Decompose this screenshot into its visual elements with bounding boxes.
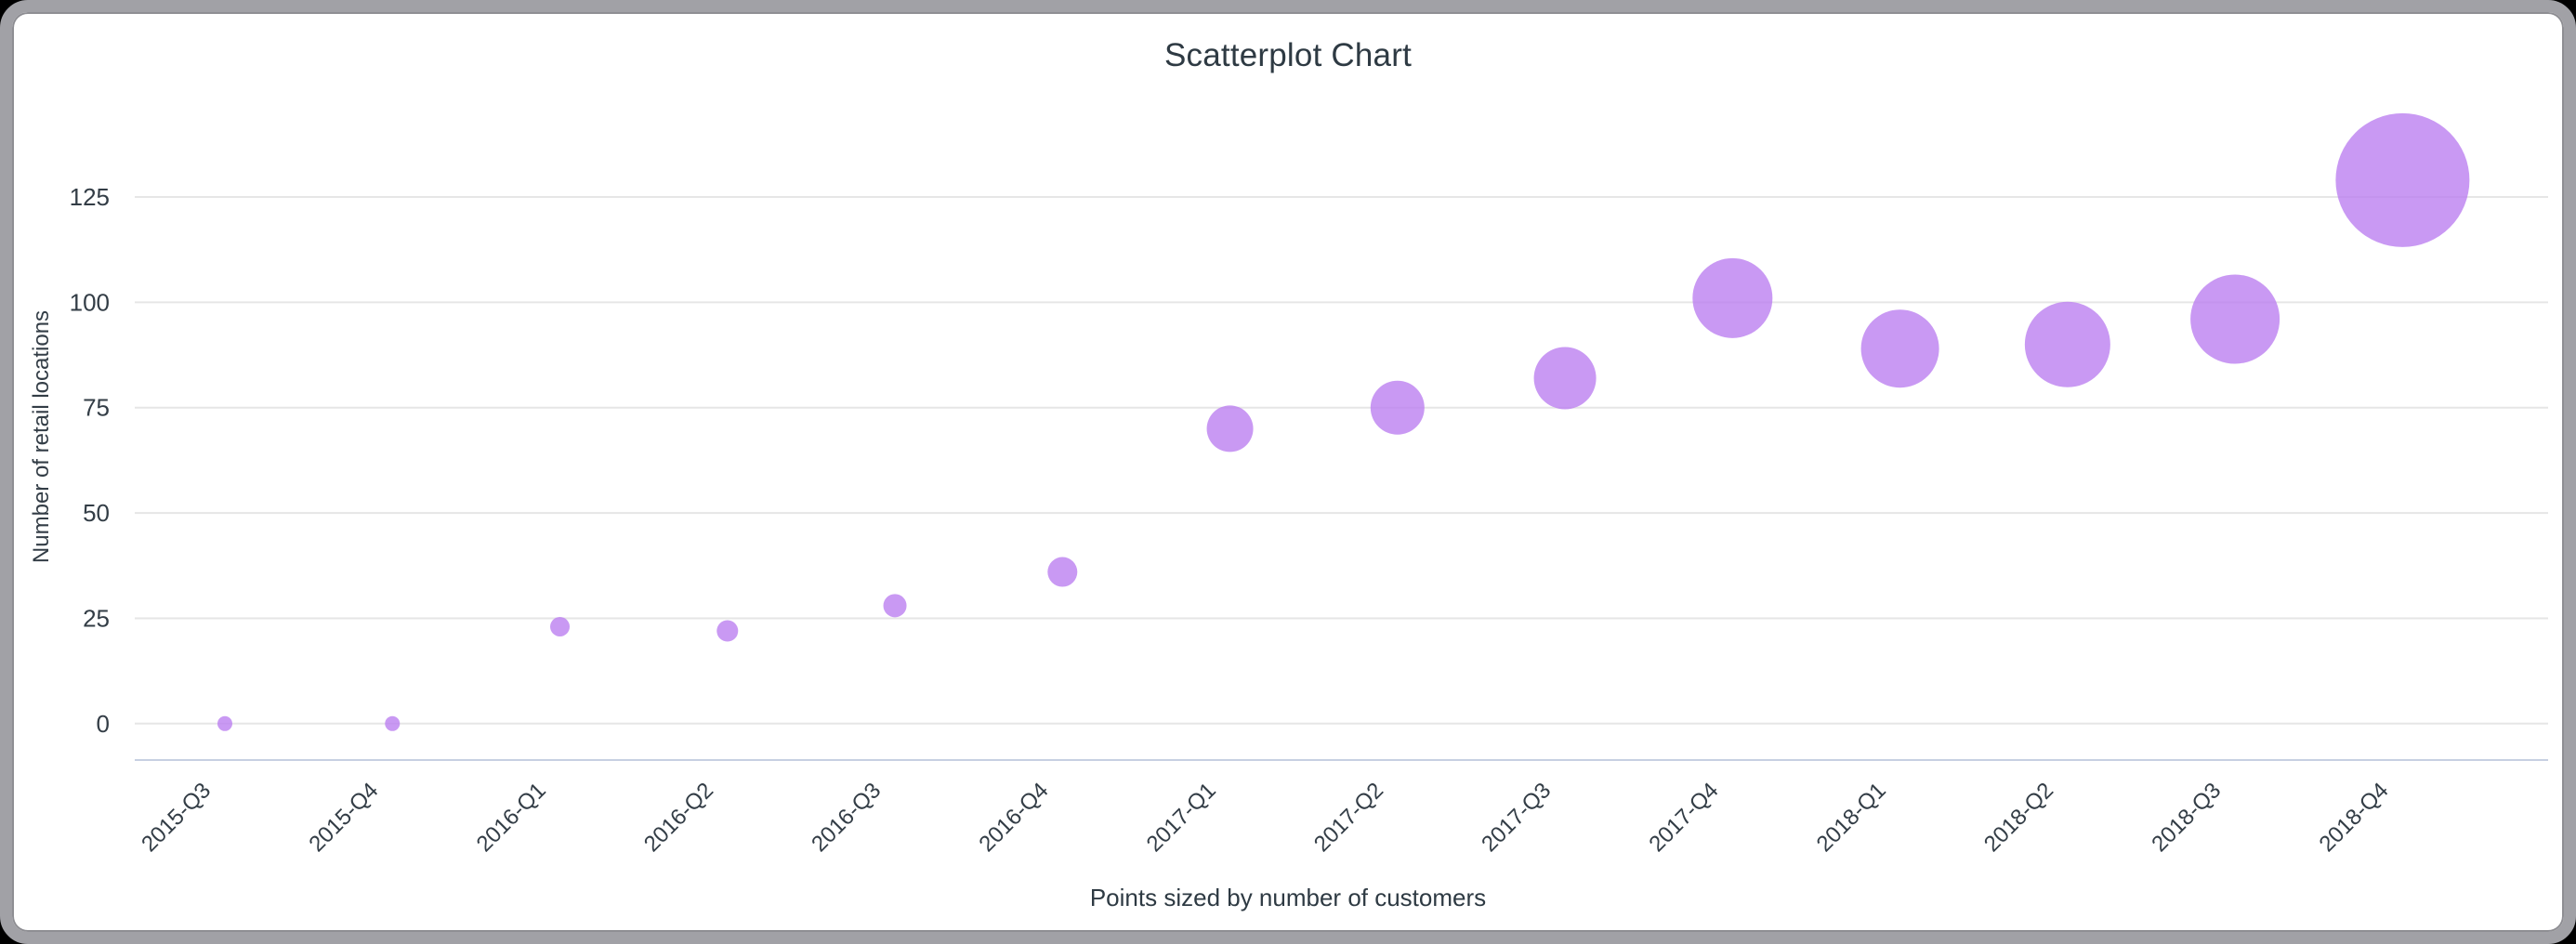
- data-point[interactable]: [1206, 405, 1254, 452]
- data-point[interactable]: [883, 594, 907, 618]
- x-tick-label: 2018-Q1: [1812, 778, 1891, 857]
- x-tick-label: 2018-Q4: [2314, 778, 2393, 857]
- x-tick-label: 2017-Q2: [1309, 778, 1388, 857]
- x-tick-label: 2016-Q3: [807, 778, 886, 857]
- x-tick-label: 2016-Q4: [974, 778, 1053, 857]
- data-point[interactable]: [1533, 347, 1597, 410]
- data-point[interactable]: [385, 715, 401, 731]
- data-point[interactable]: [217, 715, 232, 731]
- x-tick-label: 2016-Q1: [472, 778, 551, 857]
- x-tick-label: 2017-Q4: [1644, 778, 1723, 857]
- data-point[interactable]: [1047, 557, 1078, 587]
- data-point[interactable]: [1370, 380, 1425, 435]
- y-tick-label: 125: [70, 183, 110, 211]
- data-point[interactable]: [2335, 112, 2470, 247]
- x-tick-label: 2015-Q4: [304, 778, 383, 857]
- data-point[interactable]: [2024, 301, 2110, 387]
- data-point[interactable]: [716, 620, 739, 642]
- data-point[interactable]: [1692, 257, 1773, 338]
- chart-title: Scatterplot Chart: [1163, 37, 1413, 73]
- y-tick-label: 50: [83, 499, 110, 527]
- x-tick-label: 2018-Q3: [2147, 778, 2226, 857]
- data-point[interactable]: [2190, 274, 2280, 364]
- y-tick-label: 0: [97, 710, 110, 738]
- chart-caption: Points sized by number of customers: [1089, 884, 1487, 911]
- data-point[interactable]: [550, 617, 571, 637]
- y-tick-label: 75: [83, 394, 110, 422]
- x-tick-label: 2017-Q3: [1477, 778, 1556, 857]
- y-tick-label: 25: [83, 604, 110, 632]
- x-tick-label: 2017-Q1: [1142, 778, 1221, 857]
- x-tick-label: 2015-Q3: [137, 778, 216, 857]
- x-tick-label: 2018-Q2: [1979, 778, 2058, 857]
- x-tick-label: 2016-Q2: [639, 778, 718, 857]
- data-point[interactable]: [1860, 309, 1939, 388]
- y-tick-label: 100: [70, 288, 110, 316]
